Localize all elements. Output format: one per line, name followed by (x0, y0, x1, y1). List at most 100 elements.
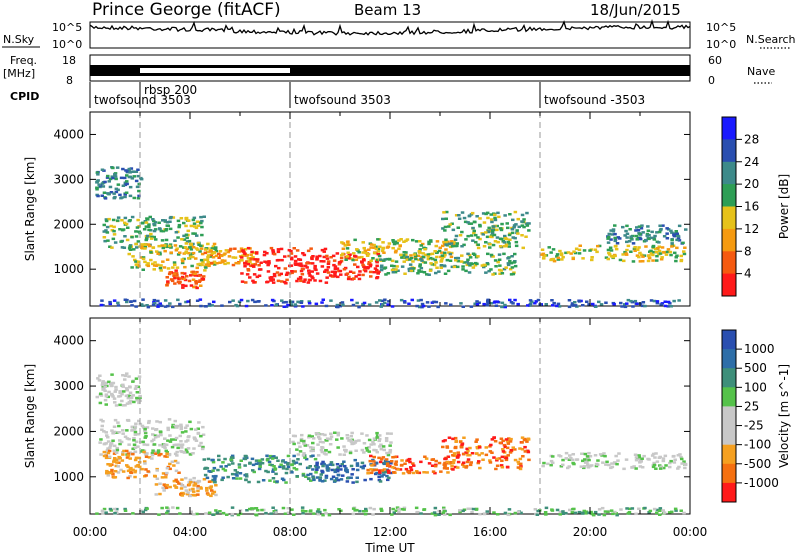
data-cell (509, 437, 513, 441)
cpid-label-3: twofsound -3503 (544, 93, 645, 107)
data-cell (198, 274, 202, 277)
data-cell (629, 235, 633, 238)
data-cell (185, 450, 189, 454)
data-cell (354, 449, 358, 452)
data-cell (378, 445, 382, 448)
data-cell (235, 471, 239, 474)
data-cell (394, 509, 399, 512)
data-cell (519, 511, 523, 515)
data-cell (622, 259, 626, 263)
data-cell (363, 512, 368, 516)
data-cell (293, 259, 298, 263)
data-cell (215, 262, 219, 265)
data-cell (257, 264, 261, 267)
data-cell (195, 270, 199, 274)
data-cell (422, 508, 426, 511)
data-cell (294, 461, 299, 464)
data-cell (126, 452, 131, 455)
data-cell (582, 249, 587, 252)
data-cell (378, 434, 382, 437)
data-cell (266, 270, 271, 273)
data-cell (301, 454, 306, 457)
data-cell (397, 510, 401, 513)
data-cell (413, 256, 417, 259)
data-cell (361, 258, 366, 261)
data-cell (289, 256, 294, 260)
data-cell (448, 245, 453, 249)
data-cell (527, 458, 531, 462)
data-cell (280, 299, 284, 302)
data-cell (173, 282, 177, 285)
data-cell (112, 460, 116, 463)
data-cell (434, 261, 438, 264)
data-cell (668, 302, 672, 305)
data-cell (157, 513, 161, 516)
data-cell (188, 246, 192, 249)
data-cell (311, 276, 315, 280)
data-cell (366, 266, 371, 269)
data-cell (379, 305, 383, 308)
data-cell (238, 472, 243, 475)
data-cell (140, 424, 145, 428)
data-cell (408, 258, 412, 261)
data-cell (392, 264, 396, 268)
data-cell (460, 442, 465, 445)
data-cell (300, 273, 305, 276)
data-cell (110, 246, 114, 249)
data-cell (501, 450, 506, 453)
colorbar-tick-label: 1000 (744, 342, 775, 356)
data-cell (243, 248, 248, 251)
data-cell (492, 436, 496, 439)
data-cell (211, 492, 215, 495)
data-cell (603, 510, 608, 513)
data-cell (343, 464, 347, 468)
data-cell (134, 230, 138, 233)
data-cell (180, 478, 184, 481)
data-cell (337, 263, 342, 266)
data-cell (189, 242, 193, 246)
data-cell (606, 510, 610, 514)
data-cell (191, 218, 196, 222)
data-cell (254, 252, 259, 255)
data-cell (677, 465, 681, 469)
data-cell (204, 266, 208, 269)
data-cell (649, 249, 653, 253)
data-cell (156, 305, 160, 308)
data-cell (530, 300, 534, 303)
data-cell (594, 305, 598, 308)
data-cell (522, 218, 526, 221)
data-cell (101, 420, 105, 423)
data-cell (419, 512, 423, 515)
data-cell (647, 511, 651, 514)
data-cell (669, 459, 673, 463)
data-cell (385, 246, 390, 249)
data-cell (151, 262, 155, 266)
data-cell (298, 450, 303, 453)
data-cell (316, 508, 321, 511)
data-cell (670, 238, 674, 242)
data-cell (502, 241, 507, 244)
data-cell (133, 258, 137, 262)
data-cell (165, 511, 169, 515)
data-cell (555, 508, 560, 512)
data-cell (339, 509, 343, 512)
data-cell (194, 226, 199, 230)
data-cell (587, 458, 591, 462)
data-cell (348, 270, 353, 273)
data-cell (379, 266, 384, 269)
data-cell (444, 248, 448, 251)
data-cell (323, 270, 327, 273)
data-cell (484, 231, 488, 234)
data-cell (286, 511, 291, 514)
data-cell (499, 437, 504, 440)
data-cell (100, 383, 105, 387)
data-cell (328, 463, 333, 466)
data-cell (207, 480, 212, 483)
data-cell (266, 263, 270, 267)
data-cell (465, 260, 470, 264)
data-cell (430, 464, 435, 467)
data-cell (201, 433, 206, 436)
data-cell (672, 461, 677, 464)
data-cell (567, 299, 572, 302)
data-cell (133, 433, 138, 436)
